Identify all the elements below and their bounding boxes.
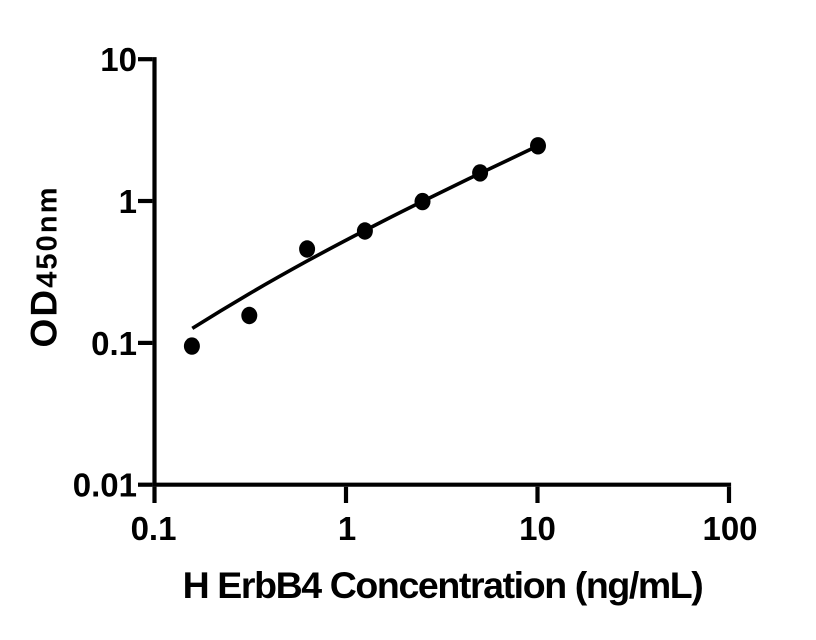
svg-text:1: 1 (119, 183, 137, 220)
svg-text:100: 100 (702, 510, 757, 547)
svg-text:1: 1 (338, 510, 356, 547)
svg-text:10: 10 (100, 41, 137, 78)
svg-text:0.1: 0.1 (91, 325, 137, 362)
svg-text:H ErbB4 Concentration (ng/mL): H ErbB4 Concentration (ng/mL) (183, 564, 703, 606)
svg-text:0.01: 0.01 (73, 467, 137, 504)
svg-text:0.1: 0.1 (131, 510, 177, 547)
svg-text:10: 10 (519, 510, 556, 547)
svg-text:OD450nm: OD450nm (24, 185, 65, 347)
